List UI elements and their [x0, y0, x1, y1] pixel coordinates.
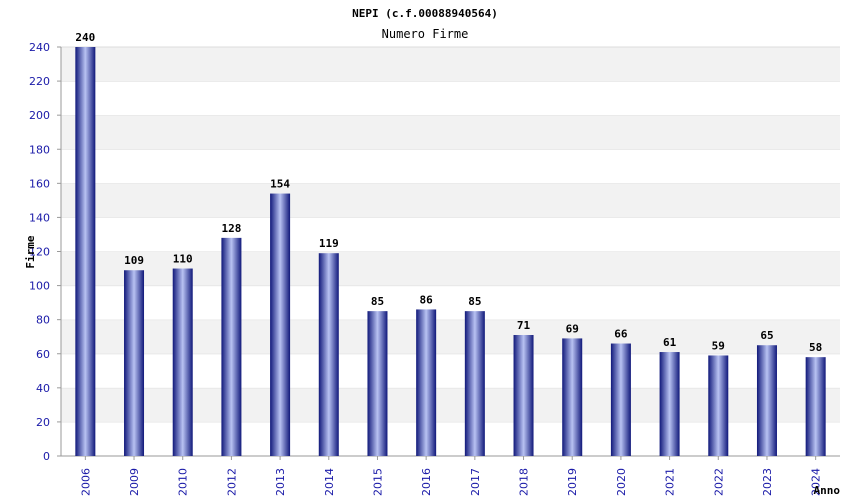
bar	[513, 335, 534, 456]
data-label: 61	[663, 336, 677, 349]
bar	[416, 309, 437, 456]
y-tick-label: 20	[36, 416, 50, 429]
data-label: 71	[517, 319, 531, 332]
data-label: 85	[468, 295, 481, 308]
data-label: 58	[809, 341, 822, 354]
y-tick-label: 180	[29, 143, 50, 156]
y-tick-label: 200	[29, 109, 50, 122]
x-tick-label: 2022	[712, 468, 725, 496]
x-tick-label: 2023	[761, 468, 774, 496]
y-tick-label: 140	[29, 211, 50, 224]
bar	[464, 311, 485, 456]
y-axis-label: Firme	[24, 235, 37, 268]
grid-band	[61, 183, 840, 218]
data-label: 119	[319, 237, 339, 250]
grid-band	[61, 81, 840, 116]
grid-band	[61, 149, 840, 184]
grid-band	[61, 47, 840, 82]
grid-band	[61, 217, 840, 252]
bar	[367, 311, 388, 456]
chart-subtitle: Numero Firme	[382, 27, 469, 41]
y-tick-label: 60	[36, 348, 50, 361]
x-tick-label: 2020	[615, 468, 628, 496]
y-tick-label: 40	[36, 382, 50, 395]
value-labels: 240 109 110 128 154 119 85 86 85 71 69 66 61 59 65 58	[75, 31, 822, 354]
x-tick-label: 2006	[79, 468, 92, 496]
bar	[659, 352, 680, 456]
data-label: 110	[173, 253, 193, 266]
bar	[124, 270, 145, 456]
data-label: 65	[760, 329, 773, 342]
data-label: 66	[614, 328, 628, 341]
x-tick-label: 2012	[225, 468, 238, 496]
bar	[756, 345, 777, 456]
data-label: 85	[371, 295, 384, 308]
data-label: 86	[420, 293, 434, 306]
x-tick-label: 2015	[371, 468, 384, 496]
x-tick-label: 2014	[323, 468, 336, 496]
y-tick-label: 220	[29, 75, 50, 88]
data-label: 59	[712, 339, 725, 352]
y-tick-label: 160	[29, 177, 50, 190]
bar	[562, 338, 583, 456]
bar	[75, 47, 96, 456]
grid-band	[61, 115, 840, 150]
x-tick-label: 2013	[274, 468, 287, 496]
bar	[221, 237, 242, 456]
bar	[270, 193, 291, 456]
x-tick-labels: 2006 2009 2010 2012 2013 2014 2015 2016 2017 2018…	[79, 456, 823, 496]
chart-title: NEPI (c.f.00088940564)	[352, 7, 498, 20]
y-tick-label: 120	[29, 246, 50, 259]
bar	[708, 355, 729, 456]
bar	[805, 357, 826, 456]
bars	[75, 47, 826, 456]
y-tick-label: 240	[29, 41, 50, 54]
x-tick-label: 2010	[177, 468, 190, 496]
data-label: 154	[270, 178, 290, 191]
y-tick-label: 0	[43, 450, 50, 463]
x-tick-label: 2024	[810, 468, 823, 496]
data-label: 240	[75, 31, 95, 44]
x-tick-label: 2009	[128, 468, 141, 496]
x-axis-label: Anno	[814, 484, 841, 497]
x-tick-label: 2019	[566, 468, 579, 496]
x-tick-label: 2017	[469, 468, 482, 496]
x-tick-label: 2016	[420, 468, 433, 496]
y-tick-label: 100	[29, 280, 50, 293]
y-tick-labels: 0 20 40 60 80 100 120 140 160 180 200 220 240	[29, 41, 61, 463]
data-label: 109	[124, 254, 144, 267]
bar	[610, 343, 631, 456]
bar	[318, 253, 339, 456]
data-label: 128	[221, 222, 241, 235]
x-tick-label: 2021	[664, 468, 677, 496]
x-tick-label: 2018	[518, 468, 531, 496]
data-label: 69	[566, 322, 579, 335]
y-tick-label: 80	[36, 314, 50, 327]
bar	[172, 268, 193, 456]
